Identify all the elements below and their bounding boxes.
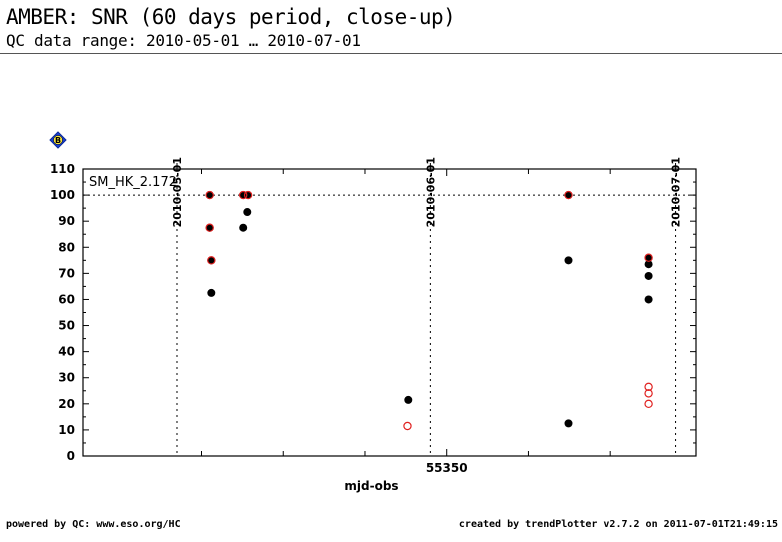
- chart-title: AMBER: SNR (60 days period, close-up): [6, 5, 456, 29]
- data-point-open: [644, 253, 653, 262]
- data-point-filled: [644, 295, 653, 304]
- data-point-filled: [207, 256, 216, 265]
- data-point-filled: [564, 256, 573, 265]
- data-point-open: [644, 382, 653, 392]
- y-tick-label: 0: [67, 449, 75, 463]
- data-point-filled: [404, 395, 413, 404]
- data-point-open: [207, 256, 216, 265]
- x-axis-label: mjd-obs: [344, 479, 398, 493]
- y-tick-label: 80: [58, 240, 75, 254]
- data-point-filled: [207, 288, 216, 297]
- y-tick-label: 90: [58, 214, 75, 228]
- data-point-open: [403, 421, 412, 431]
- data-point-filled: [644, 271, 653, 280]
- panel-label: SM_HK_2.172: [89, 175, 177, 190]
- data-point-filled: [205, 223, 214, 232]
- data-point-filled: [205, 191, 214, 200]
- data-point-filled: [644, 260, 653, 269]
- y-tick-label: 40: [58, 345, 75, 359]
- footer-created-by: created by trendPlotter v2.7.2 on 2011-0…: [458, 519, 778, 530]
- data-point-filled: [564, 419, 573, 428]
- date-marker-label: 2010-07-01: [670, 157, 683, 227]
- chart-subtitle: QC data range: 2010-05-01 … 2010-07-01: [6, 31, 361, 50]
- badge-label: B: [55, 136, 61, 145]
- data-point-filled: [243, 208, 252, 217]
- y-tick-label: 70: [58, 266, 75, 280]
- y-tick-label: 20: [58, 397, 75, 411]
- y-tick-label: 60: [58, 292, 75, 306]
- x-tick-label: 55350: [426, 461, 468, 475]
- data-point-open: [205, 190, 214, 200]
- y-tick-label: 30: [58, 371, 75, 385]
- y-tick-label: 110: [50, 162, 75, 176]
- data-point-filled: [239, 223, 248, 232]
- data-point-open: [205, 223, 214, 232]
- data-point-open: [644, 389, 653, 398]
- y-tick-label: 100: [50, 188, 75, 202]
- badge-dot: [53, 135, 63, 145]
- data-point-open: [238, 190, 248, 200]
- data-point-filled: [644, 253, 653, 262]
- y-tick-label: 10: [58, 423, 75, 437]
- data-point-open: [564, 190, 573, 200]
- date-marker-label: 2010-05-01: [171, 157, 184, 227]
- data-point-open: [644, 399, 653, 409]
- data-point-open: [243, 190, 253, 200]
- header-divider: [0, 53, 782, 54]
- date-marker-label: 2010-06-01: [424, 157, 437, 227]
- footer-powered-by: powered by QC: www.eso.org/HC: [6, 519, 181, 530]
- y-tick-label: 50: [58, 319, 75, 333]
- data-point-filled: [564, 191, 573, 200]
